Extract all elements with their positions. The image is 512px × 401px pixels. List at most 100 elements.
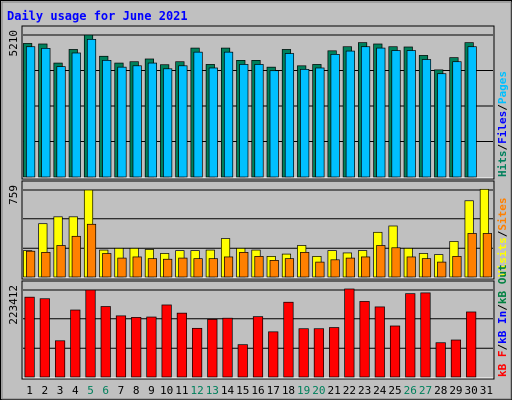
bar-pages-day-22 <box>345 50 355 178</box>
bar-sites-day-30 <box>467 233 477 278</box>
bar-pages-day-29 <box>452 61 462 178</box>
bar-sites-day-6 <box>102 253 112 278</box>
kbytes-panel: 223412 kB F/kB In/kB Out <box>7 264 509 380</box>
bar-kb-f-day-20 <box>313 328 324 378</box>
legend-item: / <box>496 104 509 111</box>
bar-sites-day-21 <box>330 259 340 278</box>
legend-item: Pages <box>496 71 509 104</box>
bar-pages-day-19 <box>300 68 310 178</box>
legend-item: Files <box>496 111 509 144</box>
bar-pages-day-23 <box>361 46 371 178</box>
bar-kb-f-day-5 <box>85 289 96 378</box>
x-tick-label: 23 <box>358 384 371 397</box>
legend-item: kB In <box>496 311 509 344</box>
bar-pages-day-24 <box>376 47 386 178</box>
bar-kb-f-day-8 <box>131 317 142 378</box>
bar-kb-f-day-25 <box>389 325 401 378</box>
x-tick-label: 24 <box>373 384 387 397</box>
bar-kb-f-day-13 <box>207 319 218 378</box>
bar-pages-day-28 <box>437 73 447 178</box>
legend-item: Sites <box>496 198 509 231</box>
y-max-label: 759 <box>7 185 20 205</box>
bar-pages-day-18 <box>284 53 295 178</box>
bar-sites-day-17 <box>269 260 279 278</box>
bar-kb-f-day-1 <box>24 296 35 378</box>
bar-kb-f-day-10 <box>161 304 172 378</box>
bar-sites-day-28 <box>437 261 447 278</box>
bar-sites-day-19 <box>300 252 310 278</box>
bar-kb-f-day-14 <box>222 317 233 378</box>
x-tick-label: 25 <box>388 384 401 397</box>
bar-sites-day-10 <box>163 258 173 278</box>
bar-sites-day-29 <box>452 256 462 278</box>
bar-sites-day-4 <box>71 235 81 278</box>
x-tick-label: 8 <box>133 384 140 397</box>
x-tick-label: 29 <box>449 384 462 397</box>
x-tick-label: 10 <box>160 384 173 397</box>
x-tick-label: 6 <box>102 384 109 397</box>
bar-kb-f-day-15 <box>237 344 248 378</box>
x-tick-label: 17 <box>267 384 280 397</box>
bar-pages-day-21 <box>330 53 340 178</box>
bar-kb-f-day-16 <box>252 316 264 378</box>
bar-sites-day-31 <box>482 233 492 278</box>
bar-pages-day-4 <box>71 52 81 178</box>
bar-sites-day-20 <box>315 261 325 278</box>
bar-pages-day-3 <box>56 66 66 178</box>
x-tick-label: 7 <box>118 384 125 397</box>
legend-item: kB F <box>496 351 509 378</box>
x-tick-label: 30 <box>465 384 478 397</box>
bar-kb-f-day-11 <box>176 312 187 378</box>
bar-pages-day-16 <box>254 64 264 178</box>
chart-title: Daily usage for June 2021 <box>7 9 188 23</box>
bar-kb-f-day-29 <box>450 339 462 378</box>
bar-pages-day-30 <box>467 46 477 178</box>
bar-pages-day-13 <box>208 67 218 178</box>
bar-kb-f-day-7 <box>115 315 127 378</box>
x-tick-label: 22 <box>343 384 356 397</box>
legend: kB F/kB In/kB Out <box>496 264 509 377</box>
x-tick-label: 15 <box>236 384 249 397</box>
bar-sites-day-1 <box>26 250 36 278</box>
bar-sites-day-14 <box>223 256 234 278</box>
y-max-label: 223412 <box>7 285 20 325</box>
bar-pages-day-12 <box>193 51 203 178</box>
bar-sites-day-24 <box>376 245 386 278</box>
bar-sites-day-23 <box>361 256 371 278</box>
bar-sites-day-18 <box>284 258 295 278</box>
bar-sites-day-11 <box>178 257 188 278</box>
x-tick-label: 28 <box>434 384 447 397</box>
bar-sites-day-26 <box>406 256 416 278</box>
bar-kb-f-day-30 <box>466 311 477 378</box>
bar-pages-day-10 <box>163 68 173 178</box>
bar-kb-f-day-19 <box>298 328 309 378</box>
x-tick-label: 12 <box>190 384 203 397</box>
bar-pages-day-25 <box>391 50 401 178</box>
bar-kb-f-day-2 <box>39 298 50 378</box>
legend-item: Visits <box>496 237 509 277</box>
x-tick-label: 9 <box>148 384 155 397</box>
bar-pages-day-7 <box>117 66 127 178</box>
bar-pages-day-5 <box>86 39 97 178</box>
legend-item: / <box>496 144 509 151</box>
bar-pages-day-17 <box>269 70 279 178</box>
x-tick-label: 19 <box>297 384 310 397</box>
panels-group: 5210Hits/Files/Pages759Visits/Sites22341… <box>7 25 509 380</box>
x-tick-label: 3 <box>57 384 64 397</box>
bar-sites-day-27 <box>421 258 432 278</box>
bar-sites-day-12 <box>193 258 203 278</box>
bar-sites-day-5 <box>86 223 97 278</box>
legend-item: Hits <box>496 151 509 178</box>
bar-sites-day-25 <box>391 247 401 278</box>
x-tick-label: 2 <box>42 384 49 397</box>
bar-kb-f-day-23 <box>359 301 370 378</box>
legend-item: / <box>496 230 509 237</box>
bar-sites-day-9 <box>147 258 157 278</box>
bar-sites-day-3 <box>56 245 66 278</box>
bar-kb-f-day-27 <box>420 292 431 378</box>
bar-kb-f-day-6 <box>100 306 111 378</box>
